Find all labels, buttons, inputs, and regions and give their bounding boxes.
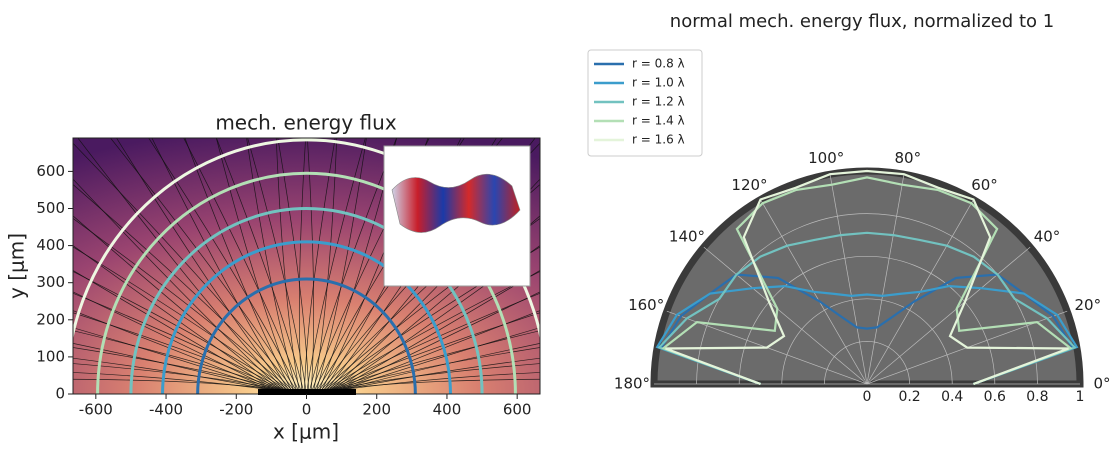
y-tick-label: 500 (36, 199, 65, 217)
r-tick-label: 0.4 (941, 389, 963, 405)
left-title: mech. energy flux (215, 111, 396, 135)
r-tick-label: 0.8 (1026, 389, 1048, 405)
y-tick-label: 0 (55, 385, 65, 403)
polar-plot: 0 0.2 0.4 0.6 0.8 1 0° 20° 40° 60° 80° 100° 120° 140°… (614, 149, 1111, 405)
theta-tick-label: 120° (731, 176, 767, 194)
x-axis-label: x [μm] (273, 420, 339, 444)
legend: r = 0.8 λ r = 1.0 λ r = 1.2 λ r = 1.4 λ r = … (588, 50, 702, 156)
x-tick-label: 400 (433, 401, 462, 419)
legend-label: r = 1.6 λ (632, 133, 685, 147)
theta-tick-label: 180° (614, 375, 650, 393)
r-tick-label: 1 (1076, 389, 1085, 405)
y-tick-label: 400 (36, 236, 65, 254)
legend-label: r = 1.4 λ (632, 114, 685, 128)
figure: mech. energy flux x [μm] y [μm] normal m… (0, 0, 1118, 448)
y-axis-label: y [μm] (5, 233, 29, 299)
x-tick-label: 200 (362, 401, 391, 419)
y-tick-label: 200 (36, 310, 65, 328)
x-tick-label: 600 (503, 401, 532, 419)
y-tick-label: 300 (36, 273, 65, 291)
r-tick-label: 0.2 (898, 389, 920, 405)
x-tick-label: -600 (79, 401, 113, 419)
legend-label: r = 0.8 λ (632, 57, 685, 71)
theta-tick-label: 0° (1093, 375, 1110, 393)
x-tick-label: 0 (302, 401, 312, 419)
x-tick-label: -400 (149, 401, 183, 419)
theta-tick-label: 40° (1034, 227, 1061, 245)
theta-tick-label: 160° (628, 296, 664, 314)
theta-tick-label: 20° (1075, 296, 1102, 314)
r-tick-label: 0 (863, 389, 872, 405)
theta-tick-label: 140° (669, 227, 705, 245)
inset (384, 146, 530, 286)
legend-label: r = 1.2 λ (632, 95, 685, 109)
theta-tick-label: 80° (895, 149, 922, 167)
page: mech. energy flux x [μm] y [μm] normal m… (0, 0, 1118, 452)
x-tick-label: -200 (219, 401, 253, 419)
y-tick-label: 100 (36, 347, 65, 365)
legend-label: r = 1.0 λ (632, 76, 685, 90)
theta-tick-label: 100° (808, 149, 844, 167)
y-tick-label: 600 (36, 162, 65, 180)
theta-tick-label: 60° (971, 176, 998, 194)
polar-background (654, 171, 1080, 384)
right-title: normal mech. energy flux, normalized to … (670, 11, 1054, 32)
r-tick-label: 0.6 (984, 389, 1006, 405)
